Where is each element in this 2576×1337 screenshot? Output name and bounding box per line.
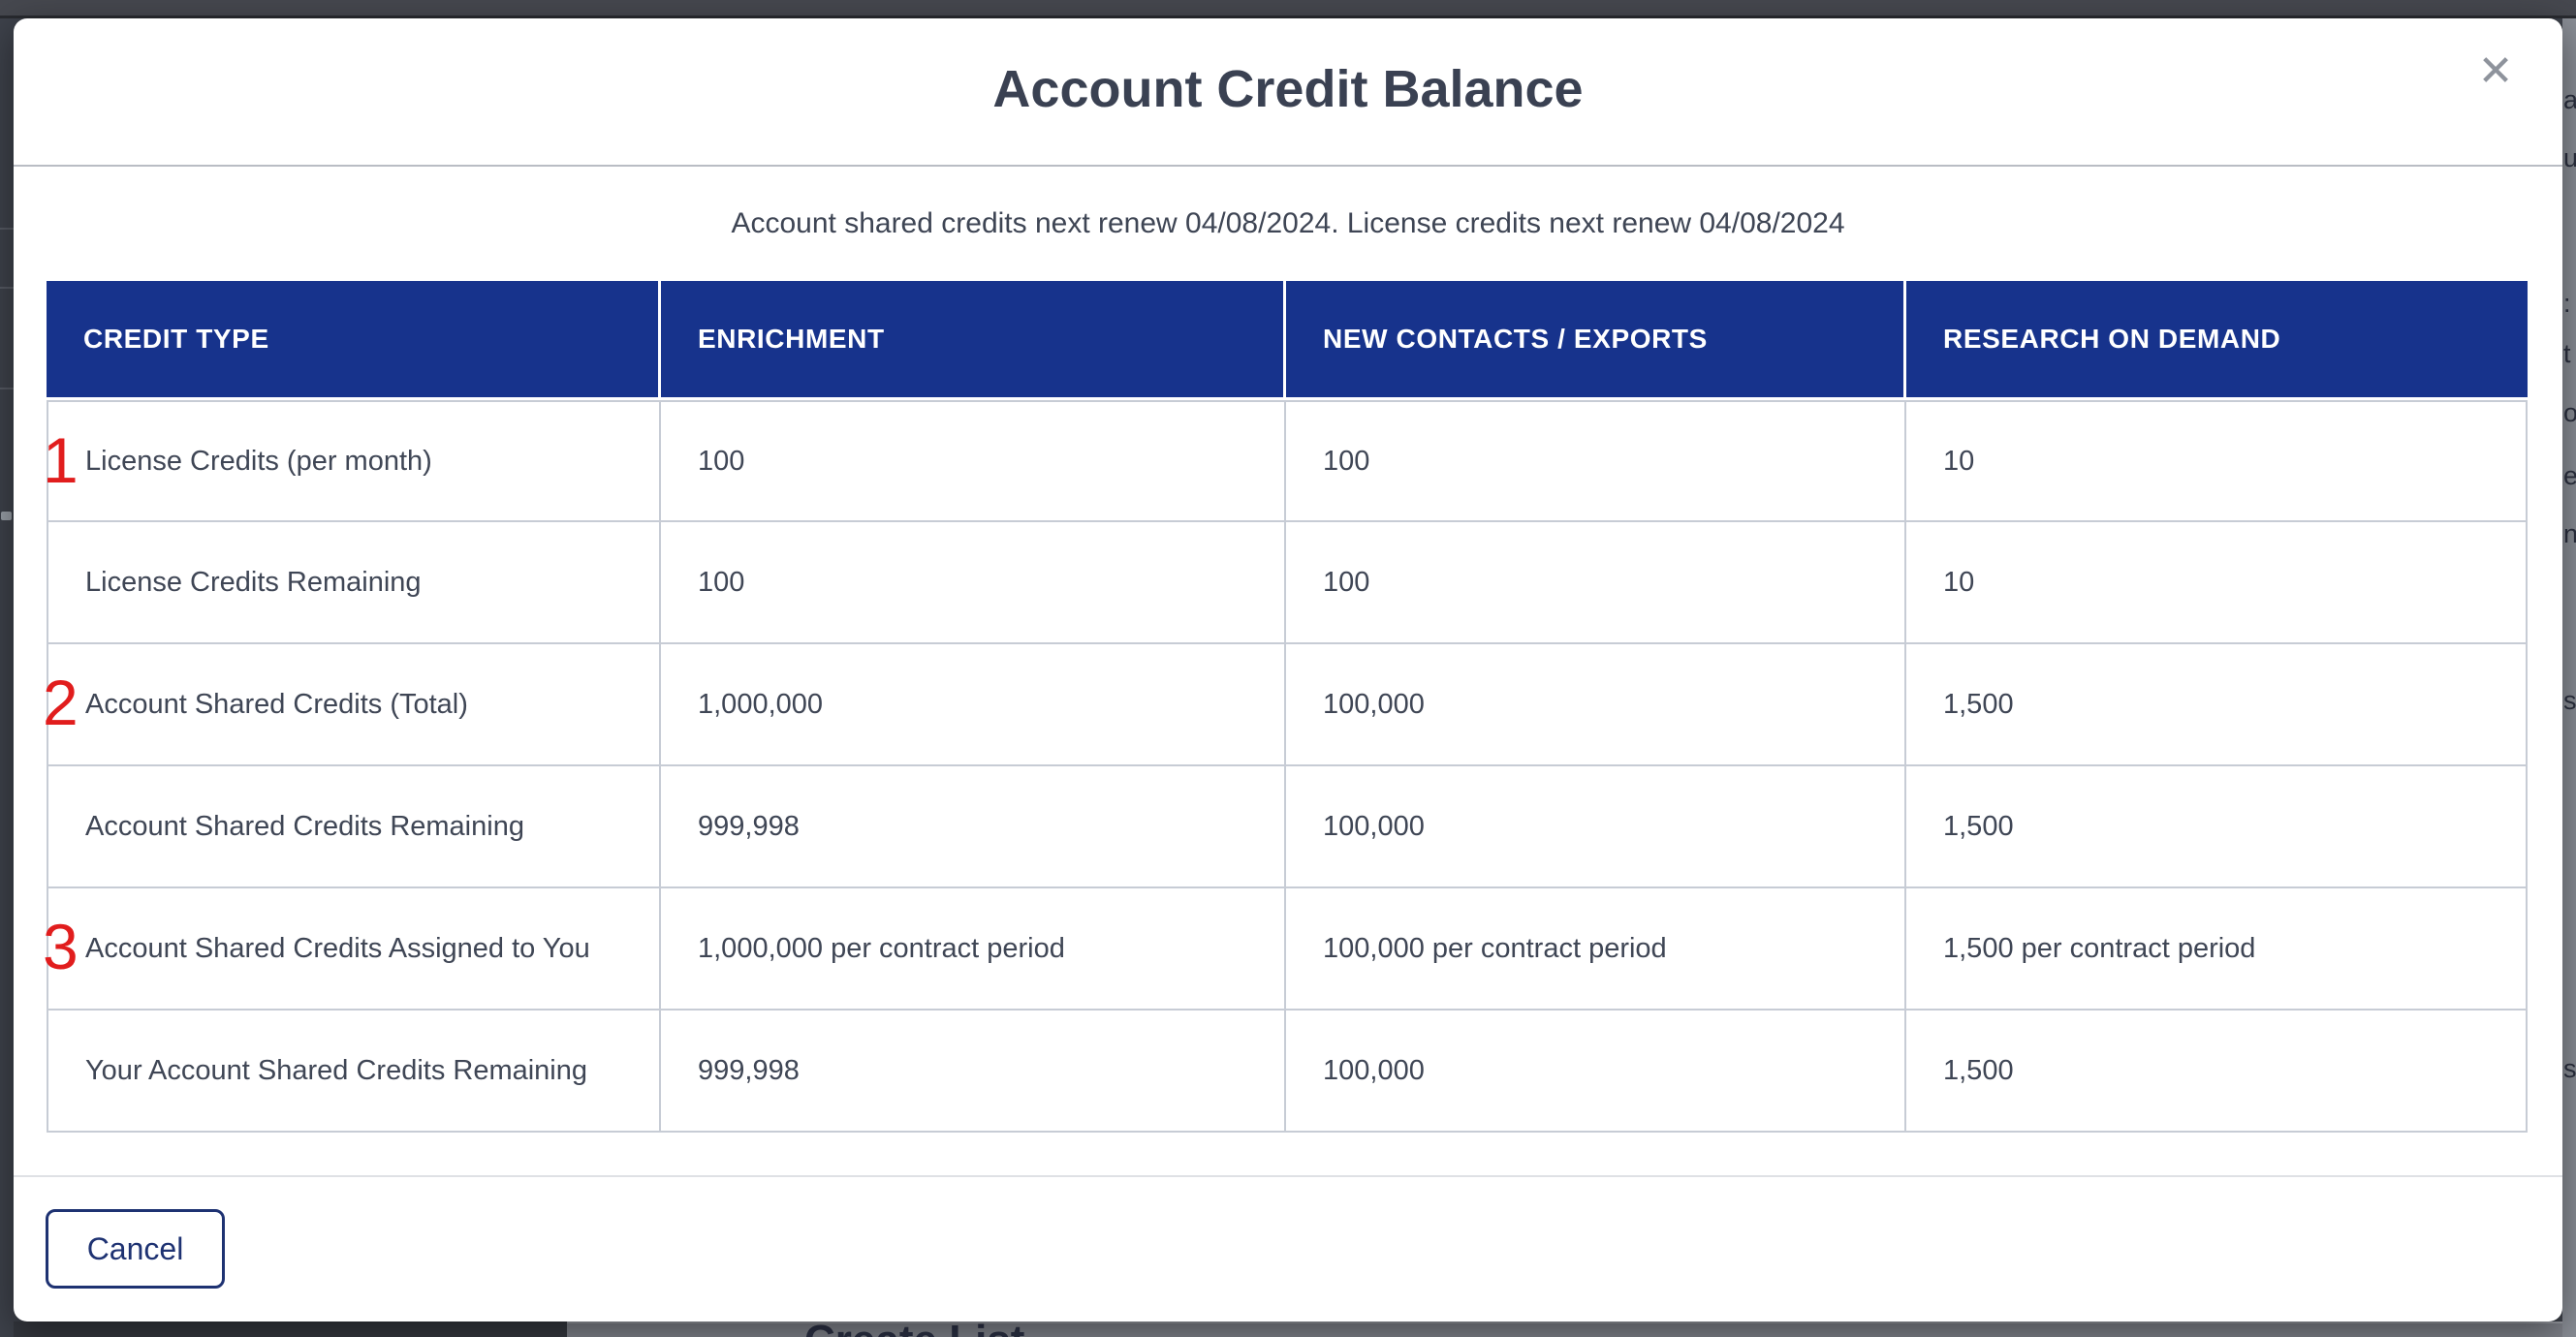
row-label-cell: License Credits Remaining xyxy=(47,522,661,644)
new-contacts-cell: 100,000 xyxy=(1286,1011,1906,1133)
research-cell: 1,500 xyxy=(1906,766,2528,888)
table-row: Account Shared Credits (Total) 1,000,000… xyxy=(47,644,2528,766)
row-label-cell: Account Shared Credits Assigned to You xyxy=(47,888,661,1011)
footer-divider xyxy=(14,1175,2562,1177)
enrichment-cell: 999,998 xyxy=(661,1011,1286,1133)
row-label-cell: Your Account Shared Credits Remaining xyxy=(47,1011,661,1133)
new-contacts-cell: 100,000 xyxy=(1286,644,1906,766)
row-label-cell: Account Shared Credits Remaining xyxy=(47,766,661,888)
enrichment-cell: 100 xyxy=(661,522,1286,644)
background-divider xyxy=(0,287,14,289)
table-row: Your Account Shared Credits Remaining 99… xyxy=(47,1011,2528,1133)
new-contacts-cell: 100 xyxy=(1286,522,1906,644)
column-header-research-on-demand: RESEARCH ON DEMAND xyxy=(1906,281,2528,400)
background-text-fragment: o xyxy=(2563,398,2576,427)
cancel-button[interactable]: Cancel xyxy=(46,1209,225,1289)
background-divider xyxy=(0,228,14,230)
background-top-bar xyxy=(0,0,2576,18)
background-text-fragment: u xyxy=(2563,143,2576,172)
table-header-row: CREDIT TYPE ENRICHMENT NEW CONTACTS / EX… xyxy=(47,281,2528,400)
background-text-fragment: a xyxy=(2563,85,2576,114)
close-icon[interactable]: ✕ xyxy=(2477,47,2514,95)
create-list-partial-text: Create List xyxy=(804,1321,1192,1337)
background-text-fragment: s xyxy=(2563,1054,2576,1083)
background-divider xyxy=(0,388,14,389)
background-text-fragment: n xyxy=(2563,519,2576,548)
enrichment-cell: 1,000,000 per contract period xyxy=(661,888,1286,1011)
renewal-info-text: Account shared credits next renew 04/08/… xyxy=(731,207,1845,239)
column-header-new-contacts-exports: NEW CONTACTS / EXPORTS xyxy=(1286,281,1906,400)
enrichment-cell: 999,998 xyxy=(661,766,1286,888)
credit-balance-table: CREDIT TYPE ENRICHMENT NEW CONTACTS / EX… xyxy=(47,281,2528,1133)
table-row: License Credits (per month) 100 100 10 xyxy=(47,400,2528,522)
background-bottom-band-light xyxy=(567,1321,2562,1337)
research-cell: 1,500 xyxy=(1906,644,2528,766)
new-contacts-cell: 100 xyxy=(1286,400,1906,522)
annotation-number-1: 1 xyxy=(43,424,79,496)
row-label-cell: Account Shared Credits (Total) xyxy=(47,644,661,766)
enrichment-cell: 100 xyxy=(661,400,1286,522)
background-right-edge: a u : t o e n s s xyxy=(2562,18,2576,1337)
enrichment-cell: 1,000,000 xyxy=(661,644,1286,766)
row-label-cell: License Credits (per month) xyxy=(47,400,661,522)
research-cell: 1,500 xyxy=(1906,1011,2528,1133)
modal-title: Account Credit Balance xyxy=(992,60,1584,118)
column-header-credit-type: CREDIT TYPE xyxy=(47,281,661,400)
account-credit-balance-modal: Account Credit Balance ✕ Account shared … xyxy=(14,18,2562,1321)
modal-header: Account Credit Balance ✕ xyxy=(14,18,2562,167)
background-bottom-band: Create List xyxy=(14,1321,2562,1337)
background-text-fragment: e xyxy=(2563,461,2576,490)
new-contacts-cell: 100,000 per contract period xyxy=(1286,888,1906,1011)
background-icon-fragment xyxy=(1,512,12,520)
table-row: Account Shared Credits Remaining 999,998… xyxy=(47,766,2528,888)
background-text-fragment: t xyxy=(2563,339,2571,368)
annotation-number-2: 2 xyxy=(43,667,79,738)
column-header-enrichment: ENRICHMENT xyxy=(661,281,1286,400)
annotation-number-3: 3 xyxy=(43,911,79,982)
research-cell: 10 xyxy=(1906,400,2528,522)
table-row: Account Shared Credits Assigned to You 1… xyxy=(47,888,2528,1011)
table-row: License Credits Remaining 100 100 10 xyxy=(47,522,2528,644)
new-contacts-cell: 100,000 xyxy=(1286,766,1906,888)
research-cell: 1,500 per contract period xyxy=(1906,888,2528,1011)
background-text-fragment: s xyxy=(2563,686,2576,715)
research-cell: 10 xyxy=(1906,522,2528,644)
background-text-fragment: : xyxy=(2563,289,2571,318)
